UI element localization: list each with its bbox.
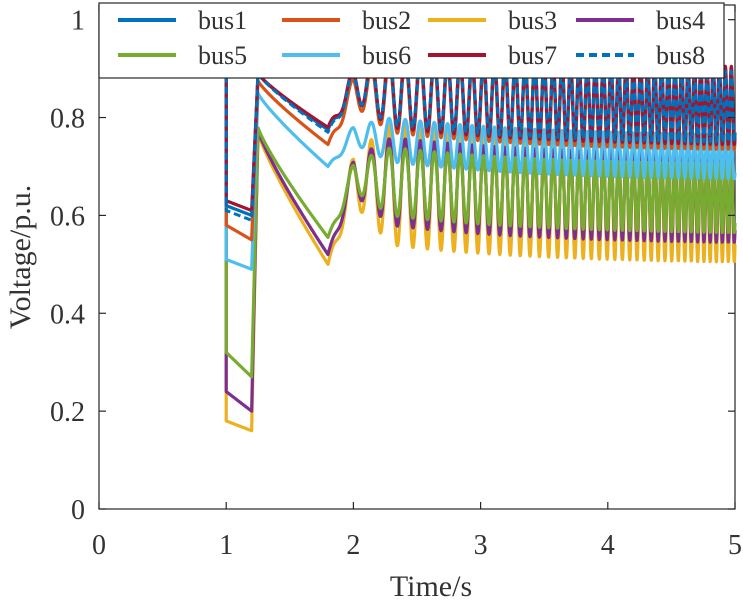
series-line-bus8 <box>99 3 737 222</box>
x-tick-label: 5 <box>728 530 742 561</box>
y-tick-label: 0 <box>71 495 85 526</box>
x-tick-label: 3 <box>474 530 488 561</box>
x-tick-label: 0 <box>92 530 106 561</box>
x-axis-label: Time/s <box>390 570 472 603</box>
axes-layer: 0 1 2 3 4 5 0 0.2 0.4 0.6 0.8 1 <box>50 5 742 561</box>
x-tick-label: 4 <box>601 530 615 561</box>
legend-label-bus8: bus8 <box>656 41 705 70</box>
series-layer <box>99 3 737 433</box>
y-axis-label: Voltage/p.u. <box>4 185 37 329</box>
x-tick-label: 2 <box>346 530 360 561</box>
x-tick-label: 1 <box>219 530 233 561</box>
y-tick-label: 0.6 <box>50 201 85 232</box>
legend-label-bus6: bus6 <box>362 41 411 70</box>
legend: bus1 bus2 bus3 bus4 bus5 bus6 bus7 bus8 <box>98 2 725 79</box>
legend-label-bus3: bus3 <box>508 6 557 35</box>
legend-label-bus7: bus7 <box>508 41 557 70</box>
legend-label-bus1: bus1 <box>198 6 247 35</box>
legend-box <box>98 2 725 79</box>
y-tick-label: 1 <box>71 6 85 37</box>
legend-label-bus5: bus5 <box>198 41 247 70</box>
y-tick-label: 0.2 <box>50 397 85 428</box>
y-tick-label: 0.4 <box>50 299 85 330</box>
legend-label-bus4: bus4 <box>656 6 705 35</box>
legend-label-bus2: bus2 <box>362 6 411 35</box>
series-line-bus5 <box>99 15 737 379</box>
y-tick-label: 0.8 <box>50 104 85 135</box>
series-line-bus6 <box>99 13 737 271</box>
